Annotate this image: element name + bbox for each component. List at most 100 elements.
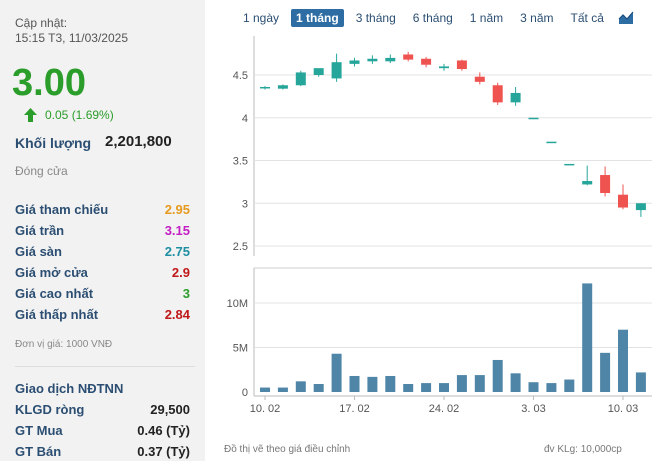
volume-bar — [635, 372, 646, 392]
volume-bar — [367, 376, 378, 392]
foreign-row-net-volume: KLGD ròng 29,500 — [15, 402, 190, 417]
volume-tick-label: 0 — [242, 387, 248, 399]
stat-row-ceiling: Giá trần 3.15 — [15, 223, 190, 238]
stat-value: 3 — [182, 286, 190, 301]
tab-1-year[interactable]: 1 năm — [469, 11, 504, 25]
volume-bar — [546, 383, 557, 392]
candle-body — [277, 85, 288, 89]
volume-bar — [564, 379, 575, 392]
candle-body — [439, 66, 449, 69]
candle-body — [456, 60, 467, 70]
up-arrow-icon — [24, 108, 37, 122]
volume-bar — [349, 375, 360, 392]
tab-3-months[interactable]: 3 tháng — [355, 11, 396, 25]
price-tick-label: 4 — [242, 113, 248, 125]
candle-body — [385, 57, 396, 62]
candle-body — [313, 68, 324, 75]
volume-bar — [277, 387, 288, 392]
candle-body — [331, 62, 342, 79]
stat-row-reference: Giá tham chiếu 2.95 — [15, 202, 190, 217]
stat-label: Giá thấp nhất — [15, 307, 99, 322]
area-chart-icon[interactable] — [617, 11, 634, 25]
foreign-label: GT Bán — [15, 444, 62, 459]
stat-row-high: Giá cao nhất 3 — [15, 286, 190, 301]
foreign-label: Giao dịch NĐTNN — [15, 381, 124, 396]
divider — [15, 366, 195, 367]
candle-body — [618, 194, 628, 208]
candle-body — [474, 76, 485, 82]
volume-value: 2,201,800 — [105, 133, 172, 150]
stat-value: 2.9 — [171, 265, 190, 280]
volume-bar — [510, 373, 521, 392]
x-tick-label: 10. 02 — [250, 403, 281, 415]
candle-body — [260, 86, 270, 89]
candle-body — [492, 85, 503, 103]
tab-1-day[interactable]: 1 ngày — [243, 11, 280, 25]
foreign-trade-title: Giao dịch NĐTNN — [15, 381, 190, 396]
volume-bar — [331, 353, 342, 392]
volume-bar — [421, 383, 432, 392]
close-status: Đóng cửa — [15, 164, 68, 178]
candle-body — [295, 72, 306, 86]
stat-label: Giá tham chiếu — [15, 202, 109, 217]
volume-bar — [528, 382, 539, 392]
tab-6-months[interactable]: 6 tháng — [412, 11, 453, 25]
volume-bar — [456, 375, 467, 392]
tab-1-month[interactable]: 1 tháng — [291, 9, 344, 27]
updated-label: Cập nhật: — [15, 16, 68, 30]
candle-body — [635, 203, 646, 211]
candle-body — [600, 175, 611, 193]
foreign-value: 0.46 (Tỷ) — [137, 423, 190, 438]
candle-body — [421, 58, 432, 65]
timeframe-tabs: 1 ngày 1 tháng 3 tháng 6 tháng 1 năm 3 n… — [238, 8, 634, 28]
current-price: 3.00 — [12, 62, 86, 104]
price-tick-label: 3.5 — [233, 156, 248, 168]
tab-all[interactable]: Tất cả — [570, 11, 604, 25]
volume-bar — [313, 383, 324, 392]
x-tick-label: 17. 02 — [339, 403, 370, 415]
stat-label: Giá sàn — [15, 244, 62, 259]
stat-label: Giá mở cửa — [15, 265, 88, 280]
x-tick-label: 10. 03 — [608, 403, 639, 415]
stock-info-panel: Cập nhật: 15:15 T3, 11/03/2025 3.00 0.05… — [0, 0, 205, 461]
stat-value: 2.75 — [164, 244, 190, 259]
candle-body — [403, 54, 414, 60]
volume-bar — [403, 383, 414, 392]
stat-row-floor: Giá sàn 2.75 — [15, 244, 190, 259]
volume-bar — [618, 329, 628, 392]
candle-body — [564, 163, 575, 166]
stat-label: Giá trần — [15, 223, 65, 238]
stat-value: 2.95 — [164, 202, 190, 217]
price-unit-note: Đơn vị giá: 1000 VNĐ — [15, 339, 113, 350]
volume-tick-label: 10M — [227, 298, 248, 310]
volume-bar — [582, 283, 593, 392]
foreign-label: KLGD ròng — [15, 402, 85, 417]
update-info: Cập nhật: 15:15 T3, 11/03/2025 — [15, 16, 128, 46]
price-change-value: 0.05 (1.69%) — [45, 108, 114, 122]
chart-footnote: Đồ thị vẽ theo giá điều chỉnh — [224, 444, 351, 455]
stat-row-low: Giá thấp nhất 2.84 — [15, 307, 190, 322]
foreign-row-sell: GT Bán 0.37 (Tỷ) — [15, 444, 190, 459]
candle-body — [546, 141, 557, 144]
volume-bar — [439, 383, 449, 392]
volume-bar — [492, 359, 503, 392]
volume-bar — [295, 381, 306, 392]
foreign-row-buy: GT Mua 0.46 (Tỷ) — [15, 423, 190, 438]
volume-bar — [600, 352, 611, 392]
x-tick-label: 24. 02 — [429, 403, 460, 415]
candle-body — [582, 181, 593, 185]
volume-label: Khối lượng — [15, 135, 92, 151]
volume-bar — [260, 387, 270, 392]
foreign-value: 29,500 — [150, 402, 190, 417]
tab-3-years[interactable]: 3 năm — [520, 11, 554, 25]
foreign-value: 0.37 (Tỷ) — [137, 444, 190, 459]
candle-body — [349, 60, 360, 64]
price-tick-label: 2.5 — [233, 241, 248, 253]
x-tick-label: 3. 03 — [521, 403, 545, 415]
volume-bar — [474, 375, 485, 392]
stat-row-open: Giá mở cửa 2.9 — [15, 265, 190, 280]
volume-tick-label: 5M — [233, 343, 248, 355]
candle-body — [528, 117, 539, 120]
price-tick-label: 3 — [242, 198, 248, 210]
